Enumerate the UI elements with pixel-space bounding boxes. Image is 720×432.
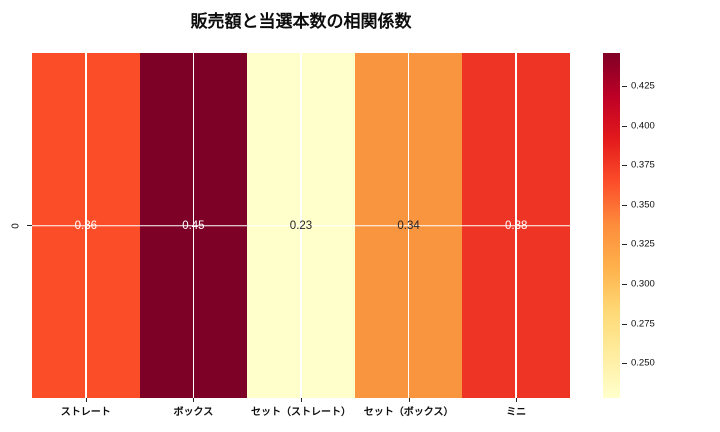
colorbar-tick-label: 0.425 bbox=[631, 80, 655, 92]
x-tick-label: ミニ bbox=[506, 407, 527, 418]
y-tick-label: 0 bbox=[10, 223, 22, 229]
colorbar-tick-mark bbox=[622, 204, 627, 206]
x-tick-mark bbox=[301, 398, 302, 402]
colorbar-tick-mark bbox=[622, 165, 627, 167]
cell-value-label: 0.38 bbox=[504, 219, 528, 232]
colorbar bbox=[603, 53, 620, 398]
colorbar-tick-label: 0.400 bbox=[631, 120, 655, 132]
colorbar-tick-label: 0.350 bbox=[631, 199, 655, 211]
colorbar-tick-mark bbox=[622, 125, 627, 127]
colorbar-tick-label: 0.275 bbox=[631, 318, 655, 330]
x-tick-label: ボックス bbox=[173, 407, 214, 418]
x-tick-mark bbox=[516, 398, 518, 402]
cell-value-label: 0.23 bbox=[289, 219, 313, 232]
x-tick-mark bbox=[193, 398, 195, 402]
x-tick-mark bbox=[85, 398, 87, 402]
colorbar-tick-label: 0.325 bbox=[631, 238, 655, 250]
chart-title: 販売額と当選本数の相関係数 bbox=[190, 12, 412, 31]
heatmap-plot: 0.36 0.45 0.23 0.34 0.38 bbox=[32, 53, 570, 398]
x-tick-mark bbox=[408, 398, 410, 402]
x-tick-label: ストレート bbox=[60, 407, 111, 418]
colorbar-tick-mark bbox=[622, 244, 627, 246]
x-tick-label: セット（ストレート） bbox=[251, 407, 351, 418]
gridline-horizontal bbox=[32, 224, 570, 227]
colorbar-tick-label: 0.250 bbox=[631, 357, 655, 369]
y-tick-mark bbox=[27, 225, 32, 226]
x-tick-label: セット（ボックス） bbox=[363, 407, 454, 418]
colorbar-tick-mark bbox=[622, 86, 627, 88]
colorbar-tick-mark bbox=[622, 284, 627, 286]
cell-value-label: 0.45 bbox=[182, 219, 205, 232]
colorbar-tick-label: 0.375 bbox=[631, 159, 655, 171]
colorbar-gradient bbox=[603, 53, 620, 398]
cell-value-label: 0.36 bbox=[74, 219, 97, 232]
colorbar-tick-label: 0.300 bbox=[631, 278, 655, 290]
colorbar-tick-mark bbox=[622, 363, 627, 365]
cell-value-label: 0.34 bbox=[397, 219, 420, 232]
colorbar-tick-mark bbox=[622, 323, 627, 325]
